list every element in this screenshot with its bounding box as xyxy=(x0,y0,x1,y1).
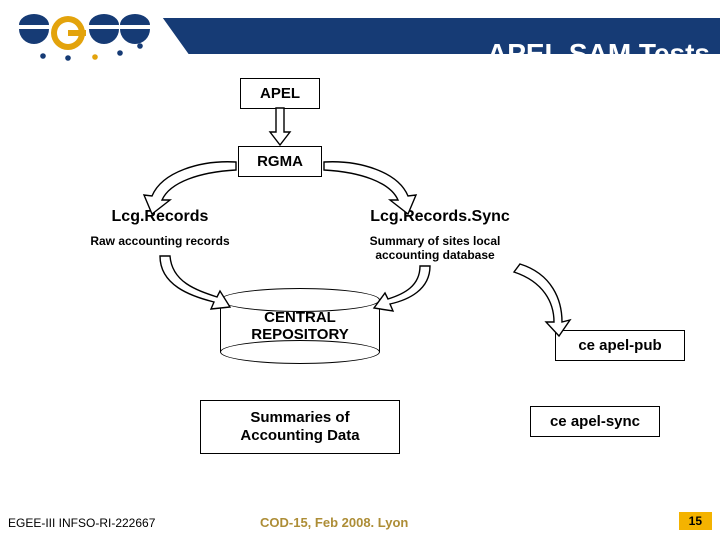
arrows-layer xyxy=(0,0,720,540)
node-raw: Raw accounting records xyxy=(70,234,250,248)
central-label: CENTRAL REPOSITORY xyxy=(220,309,380,343)
footer-page: 15 xyxy=(679,512,712,530)
egee-logo xyxy=(0,0,200,70)
raw-label: Raw accounting records xyxy=(90,234,229,248)
node-ce-pub: ce apel-pub xyxy=(555,330,685,361)
node-rgma-label: RGMA xyxy=(257,153,303,170)
arrow-apel-rgma xyxy=(270,108,290,145)
node-apel-label: APEL xyxy=(260,85,300,102)
arrow-rgma-left xyxy=(144,162,236,214)
lcgrecordssync-label: Lcg.Records.Sync xyxy=(370,208,510,225)
footer-left: EGEE-III INFSO-RI-222667 xyxy=(8,516,155,530)
lcgrecords-label: Lcg.Records xyxy=(112,208,209,225)
node-lcgrecords: Lcg.Records xyxy=(70,208,250,226)
arrow-sum-central xyxy=(374,266,430,311)
slide-header: APEL SAM Tests xyxy=(0,0,720,70)
node-apel: APEL xyxy=(240,78,320,109)
arrow-rgma-right xyxy=(324,162,416,214)
ce-pub-label: ce apel-pub xyxy=(578,337,661,354)
node-ce-sync: ce apel-sync xyxy=(530,406,660,437)
summaries-label: Summaries of Accounting Data xyxy=(240,409,359,444)
central-label-text: CENTRAL REPOSITORY xyxy=(251,309,349,343)
slide-title: APEL SAM Tests xyxy=(487,38,710,70)
ce-sync-label: ce apel-sync xyxy=(550,413,640,430)
footer-center: COD-15, Feb 2008. Lyon xyxy=(260,515,408,530)
node-rgma: RGMA xyxy=(238,146,322,177)
arrow-sum-cepub xyxy=(514,264,570,336)
summary-sites-label: Summary of sites local accounting databa… xyxy=(370,234,501,262)
node-summaries: Summaries of Accounting Data xyxy=(200,400,400,454)
node-lcgrecordssync: Lcg.Records.Sync xyxy=(340,208,540,226)
node-summary-sites: Summary of sites local accounting databa… xyxy=(345,234,525,263)
